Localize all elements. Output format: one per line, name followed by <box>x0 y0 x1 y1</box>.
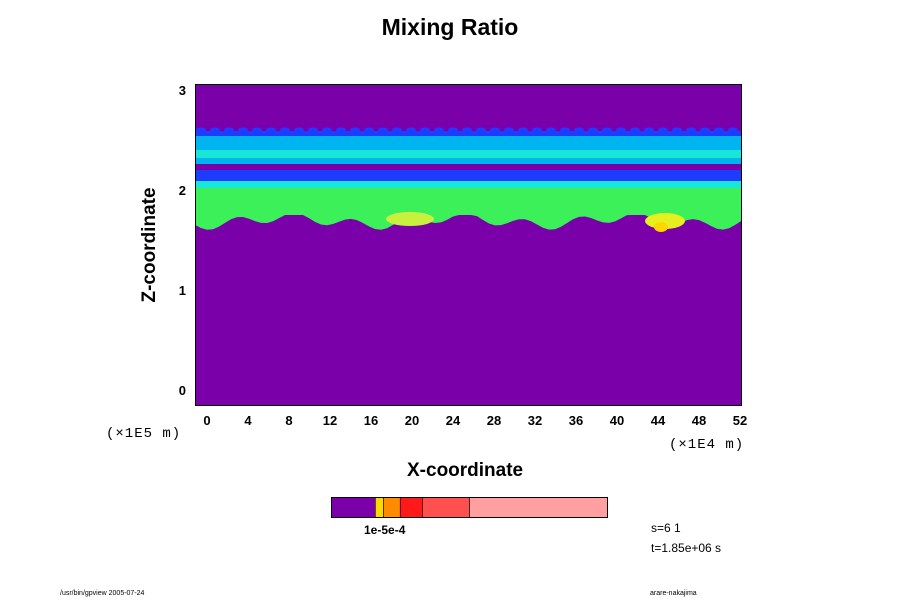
boundary-spot <box>644 127 654 133</box>
boundary-spot <box>560 127 570 133</box>
boundary-spot <box>252 127 262 133</box>
mixing-band-3 <box>195 164 742 170</box>
boundary-spot <box>602 127 612 133</box>
colorbar-tick-label: 1e-5e-4 <box>364 523 406 537</box>
y-tick-3: 3 <box>178 83 186 98</box>
x-tick-52: 52 <box>732 413 748 428</box>
x-tick-16: 16 <box>363 413 379 428</box>
boundary-spot <box>392 127 402 133</box>
y-tick-0: 0 <box>178 383 186 398</box>
boundary-spot <box>196 127 206 133</box>
boundary-spot <box>574 127 584 133</box>
y-unit-label: (×1E5 m) <box>106 426 182 442</box>
boundary-spot <box>546 127 556 133</box>
boundary-spot <box>616 127 626 133</box>
boundary-spot <box>532 127 542 133</box>
colorbar-segment-3 <box>399 497 423 518</box>
boundary-spot <box>280 127 290 133</box>
boundary-spot <box>588 127 598 133</box>
x-tick-40: 40 <box>609 413 625 428</box>
colorbar-segment-1 <box>375 497 384 518</box>
x-tick-0: 0 <box>203 413 211 428</box>
yellow-patch-3 <box>654 222 668 232</box>
x-tick-4: 4 <box>244 413 252 428</box>
x-unit-label: (×1E4 m) <box>669 437 745 453</box>
footer-left: /usr/bin/gpview 2005-07-24 <box>60 590 145 597</box>
boundary-spot <box>224 127 234 133</box>
boundary-spot <box>462 127 472 133</box>
x-tick-48: 48 <box>691 413 707 428</box>
x-tick-24: 24 <box>445 413 461 428</box>
boundary-spot <box>420 127 430 133</box>
mixing-band-0 <box>195 131 742 138</box>
boundary-spot <box>448 127 458 133</box>
y-axis-label: Z-coordinate <box>139 187 160 303</box>
boundary-spot <box>378 127 388 133</box>
time-label: t=1.85e+06 s <box>651 541 722 555</box>
x-tick-20: 20 <box>404 413 420 428</box>
boundary-spot <box>476 127 486 133</box>
x-tick-32: 32 <box>527 413 543 428</box>
footer-right: arare-nakajima <box>650 590 697 597</box>
x-tick-44: 44 <box>650 413 666 428</box>
boundary-spot <box>350 127 360 133</box>
colorbar-segment-5 <box>469 497 608 518</box>
boundary-spot <box>364 127 374 133</box>
boundary-spot <box>266 127 276 133</box>
boundary-spot <box>308 127 318 133</box>
boundary-spot <box>504 127 514 133</box>
boundary-spot <box>336 127 346 133</box>
colorbar-frame <box>331 497 608 518</box>
boundary-spot <box>714 127 724 133</box>
mixing-band-4 <box>195 170 742 181</box>
colorbar-segment-2 <box>383 497 401 518</box>
x-tick-36: 36 <box>568 413 584 428</box>
colorbar-segment-4 <box>422 497 470 518</box>
colorbar <box>331 497 608 518</box>
mixing-band-6 <box>195 188 742 215</box>
chart-title: Mixing Ratio <box>381 14 519 40</box>
boundary-spot <box>728 127 738 133</box>
boundary-spot <box>322 127 332 133</box>
plot-frame <box>195 84 742 406</box>
y-tick-1: 1 <box>178 283 186 298</box>
boundary-spot <box>672 127 682 133</box>
boundary-spot <box>434 127 444 133</box>
boundary-spot <box>238 127 248 133</box>
boundary-spot <box>686 127 696 133</box>
yellow-patch-1 <box>386 212 434 226</box>
x-tick-28: 28 <box>486 413 502 428</box>
boundary-spot <box>518 127 528 133</box>
boundary-spot <box>406 127 416 133</box>
x-axis-label: X-coordinate <box>407 460 524 481</box>
x-tick-8: 8 <box>285 413 293 428</box>
mixing-band-2 <box>195 150 742 158</box>
boundary-spot <box>700 127 710 133</box>
y-tick-2: 2 <box>178 183 186 198</box>
boundary-spot <box>294 127 304 133</box>
boundary-spot <box>630 127 640 133</box>
boundary-spot <box>490 127 500 133</box>
x-tick-12: 12 <box>322 413 338 428</box>
plot-area <box>195 84 742 406</box>
mixing-band-5 <box>195 181 742 189</box>
step-label: s=6 1 <box>651 521 681 535</box>
mixing-band-edge <box>195 215 742 230</box>
boundary-spot <box>210 127 220 133</box>
colorbar-segment-0 <box>331 497 376 518</box>
boundary-spot <box>658 127 668 133</box>
